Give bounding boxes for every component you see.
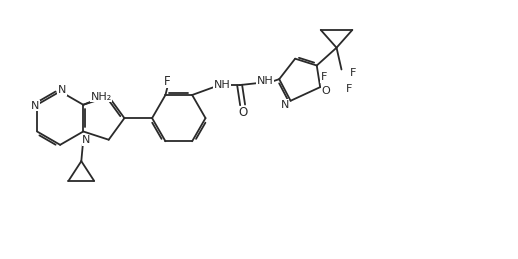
Text: NH: NH (213, 80, 230, 90)
Text: F: F (350, 68, 356, 78)
Text: F: F (164, 75, 171, 88)
Text: O: O (238, 106, 247, 119)
Text: N: N (58, 85, 66, 95)
Text: N: N (280, 100, 289, 110)
Text: NH: NH (257, 76, 274, 86)
Text: F: F (321, 72, 327, 82)
Text: N: N (82, 135, 91, 145)
Text: O: O (322, 86, 330, 96)
Text: NH₂: NH₂ (91, 92, 112, 102)
Text: F: F (346, 84, 353, 94)
Text: N: N (31, 101, 39, 111)
